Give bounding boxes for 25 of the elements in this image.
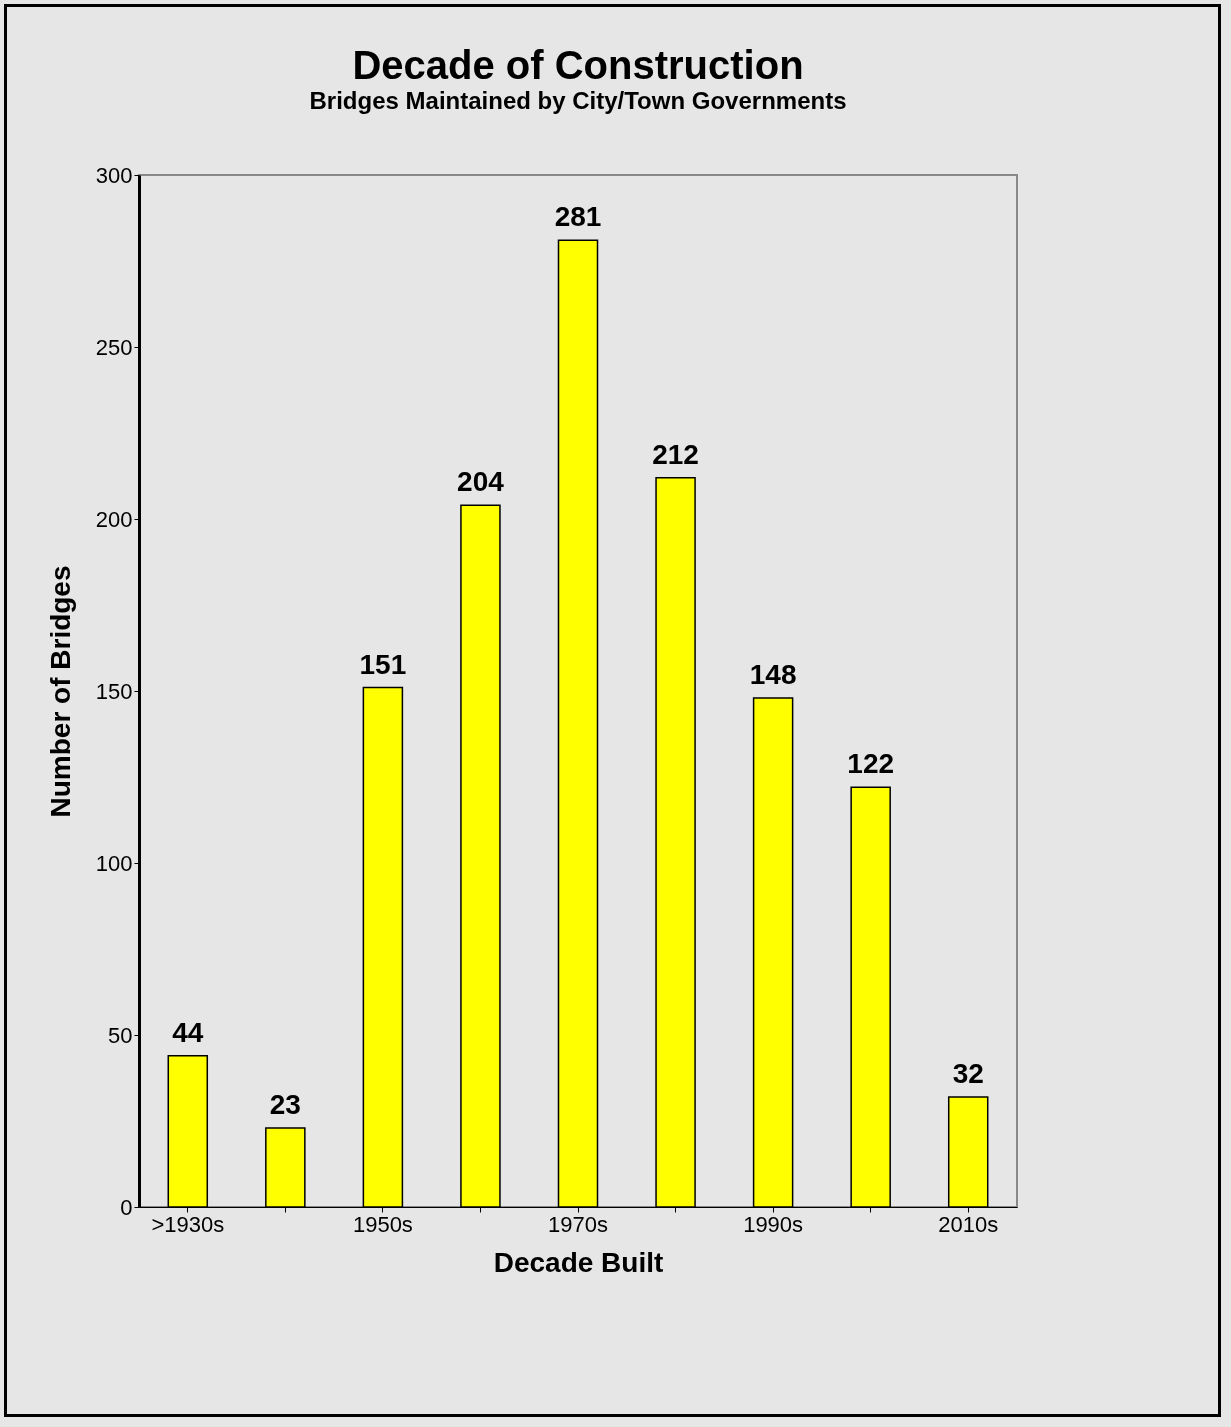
x-tick-label: 1990s bbox=[743, 1211, 804, 1237]
x-axis-title: Decade Built bbox=[493, 1246, 664, 1278]
data-label: 44 bbox=[172, 1016, 204, 1048]
y-axis-title: Number of Bridges bbox=[44, 565, 76, 818]
data-label: 148 bbox=[749, 658, 797, 690]
data-label: 122 bbox=[847, 748, 895, 780]
data-label: 204 bbox=[457, 466, 505, 498]
y-tick-label: 200 bbox=[95, 506, 133, 532]
data-label: 32 bbox=[952, 1057, 984, 1089]
data-label: 23 bbox=[269, 1088, 301, 1120]
chart-subtitle: Bridges Maintained by City/Town Governments bbox=[309, 87, 847, 114]
y-tick-label: 300 bbox=[95, 162, 133, 188]
y-tick-label: 150 bbox=[95, 678, 133, 704]
x-tick-label: 2010s bbox=[938, 1211, 999, 1237]
x-tick-label: >1930s bbox=[151, 1211, 225, 1237]
data-label: 281 bbox=[554, 201, 602, 233]
x-tick-label: 1970s bbox=[548, 1211, 608, 1237]
data-label: 151 bbox=[359, 648, 407, 680]
chart-title: Decade of Construction bbox=[352, 43, 804, 87]
y-tick-label: 0 bbox=[120, 1194, 133, 1220]
y-tick-label: 100 bbox=[95, 850, 133, 876]
y-tick-label: 250 bbox=[95, 334, 133, 360]
x-tick-label: 1950s bbox=[352, 1211, 413, 1237]
data-label: 212 bbox=[652, 438, 699, 470]
y-tick-label: 50 bbox=[108, 1022, 133, 1048]
